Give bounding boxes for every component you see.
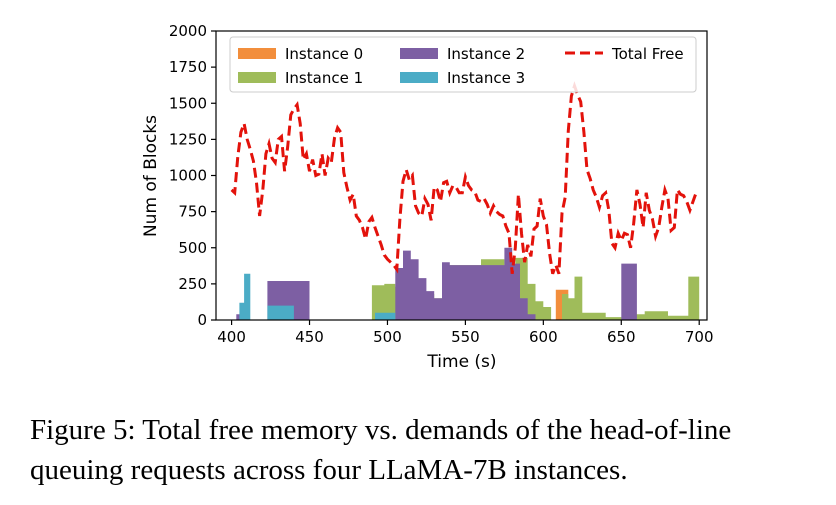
figure-caption: Figure 5: Total free memory vs. demands … bbox=[30, 410, 830, 490]
y-tick-label: 1250 bbox=[169, 130, 207, 148]
x-tick-label: 500 bbox=[373, 328, 402, 346]
legend-box bbox=[229, 36, 697, 93]
y-tick-label: 1000 bbox=[169, 167, 207, 185]
legend-label-instance-0: Instance 0 bbox=[285, 45, 363, 63]
x-tick-label: 450 bbox=[295, 328, 324, 346]
legend-swatch-instance-1 bbox=[238, 72, 276, 83]
series-total-free-line bbox=[230, 81, 700, 275]
legend-label-instance-2: Instance 2 bbox=[447, 45, 525, 63]
caption-line-2: queuing requests across four LLaMA-7B in… bbox=[30, 454, 628, 486]
y-tick-label: 1750 bbox=[169, 58, 207, 76]
plot-area bbox=[230, 81, 700, 320]
legend: Instance 0 Instance 1 Instance 2 Instance 3… bbox=[229, 36, 697, 93]
y-axis-label: Num of Blocks bbox=[141, 115, 161, 237]
x-axis-label: Time (s) bbox=[426, 352, 496, 372]
y-tick-label: 750 bbox=[178, 203, 207, 221]
legend-swatch-instance-2 bbox=[400, 48, 438, 59]
x-tick-label: 700 bbox=[685, 328, 714, 346]
legend-swatch-instance-3 bbox=[400, 72, 438, 83]
y-tick-label: 1500 bbox=[169, 94, 207, 112]
legend-swatch-instance-0 bbox=[238, 48, 276, 59]
series-instance-3-area bbox=[231, 273, 700, 320]
y-tick-label: 0 bbox=[197, 311, 207, 329]
axes: 400 450 500 550 600 650 700 0 250 500 750 1000 1250 1… bbox=[169, 22, 714, 346]
caption-line-1: Figure 5: Total free memory vs. demands … bbox=[30, 414, 732, 446]
x-tick-label: 550 bbox=[451, 328, 480, 346]
x-tick-label: 400 bbox=[217, 328, 246, 346]
y-tick-label: 2000 bbox=[169, 22, 207, 40]
legend-label-total-free: Total Free bbox=[611, 45, 684, 63]
chart: 400 450 500 550 600 650 700 0 250 500 750 1000 1250 1… bbox=[141, 22, 714, 372]
x-tick-label: 650 bbox=[607, 328, 636, 346]
series-instance-2-area bbox=[231, 247, 700, 320]
y-tick-label: 250 bbox=[178, 275, 207, 293]
y-tick-label: 500 bbox=[178, 239, 207, 257]
legend-label-instance-1: Instance 1 bbox=[285, 69, 363, 87]
legend-label-instance-3: Instance 3 bbox=[447, 69, 525, 87]
x-tick-label: 600 bbox=[529, 328, 558, 346]
